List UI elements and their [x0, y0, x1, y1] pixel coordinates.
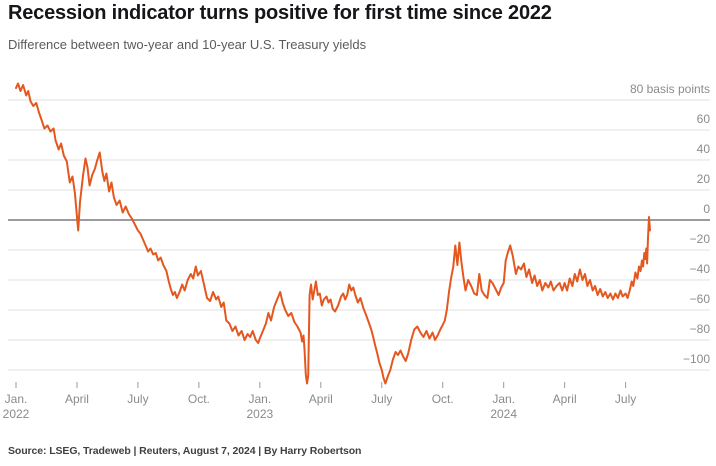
x-axis-label: April: [533, 392, 597, 407]
x-axis-label: Jan. 2024: [472, 392, 536, 422]
x-axis-label: Jan. 2022: [0, 392, 48, 422]
x-axis-month: July: [614, 392, 637, 406]
y-axis-label: 0: [703, 202, 710, 216]
x-axis-year: 2023: [246, 407, 274, 421]
y-axis-label: −80: [689, 322, 710, 336]
x-axis-month: Oct.: [187, 392, 210, 406]
x-axis-label: July: [106, 392, 170, 407]
x-axis-year: 2022: [2, 407, 30, 421]
y-axis-label: −60: [689, 292, 710, 306]
x-axis-year: 2024: [490, 407, 518, 421]
x-axis-label: Oct.: [411, 392, 475, 407]
x-axis-month: Jan.: [492, 392, 516, 406]
y-axis-label: −40: [689, 262, 710, 276]
x-axis-month: April: [64, 392, 89, 406]
x-axis-label: April: [289, 392, 353, 407]
y-axis-label: −100: [682, 352, 710, 366]
spread-series-line: [15, 82, 651, 385]
chart-subtitle: Difference between two-year and 10-year …: [8, 37, 367, 52]
x-axis-label: Oct.: [167, 392, 231, 407]
x-axis-month: Jan.: [4, 392, 28, 406]
x-axis-month: July: [371, 392, 393, 406]
y-axis-label: 80 basis points: [629, 82, 710, 96]
x-axis-month: April: [308, 392, 333, 406]
x-axis-label: July: [350, 392, 414, 407]
chart-title: Recession indicator turns positive for f…: [8, 2, 552, 24]
y-axis-label: 60: [696, 112, 710, 126]
x-axis-month: Jan.: [248, 392, 272, 406]
x-axis-month: April: [552, 392, 577, 406]
y-axis-label: −20: [689, 232, 710, 246]
x-axis-label: July: [594, 392, 658, 407]
x-axis-month: Oct.: [431, 392, 454, 406]
x-axis-label: April: [45, 392, 109, 407]
x-axis-label: Jan. 2023: [228, 392, 292, 422]
source-attribution: Source: LSEG, Tradeweb | Reuters, August…: [8, 445, 362, 457]
y-axis-label: 40: [696, 142, 710, 156]
y-axis-label: 20: [696, 172, 710, 186]
x-axis-month: July: [127, 392, 149, 406]
